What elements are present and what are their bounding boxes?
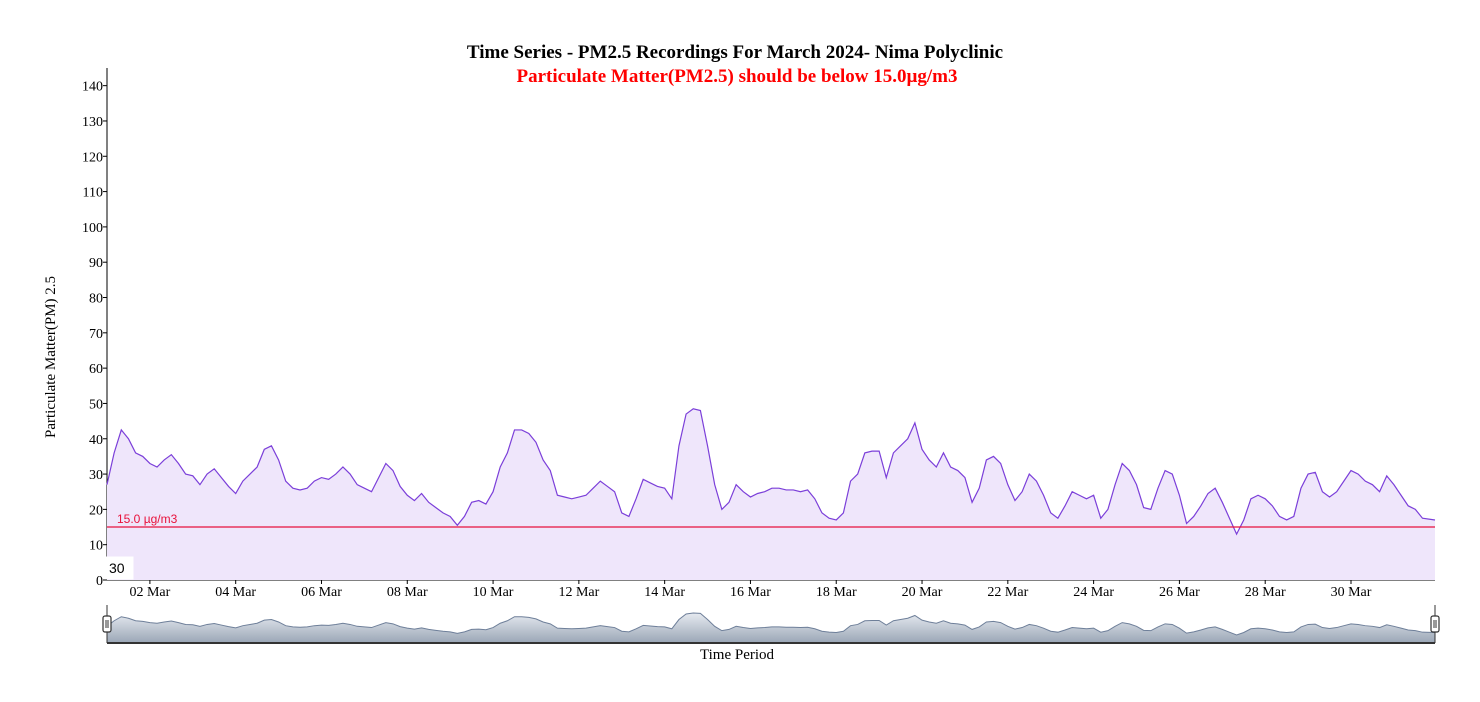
y-tick-label: 10: [89, 539, 103, 554]
y-tick-label: 140: [82, 80, 103, 95]
x-tick-label: 10 Mar: [473, 585, 514, 600]
x-tick-label: 08 Mar: [387, 585, 428, 600]
plot-area: 15.0 µg/m3 30: [106, 408, 1436, 580]
x-tick-label: 18 Mar: [816, 585, 857, 600]
x-tick-label: 28 Mar: [1245, 585, 1286, 600]
y-axis-label: Particulate Matter(PM) 2.5: [43, 276, 59, 438]
x-tick-label: 02 Mar: [129, 585, 170, 600]
y-tick-label: 100: [82, 221, 103, 236]
navigator-area: [107, 613, 1435, 643]
x-tick-label: 22 Mar: [987, 585, 1028, 600]
x-tick-label: 24 Mar: [1073, 585, 1114, 600]
series-area: [107, 408, 1435, 580]
series-line: [106, 408, 1436, 536]
navigator-left-handle[interactable]: [102, 615, 112, 633]
y-axis: 0 10 20 30 40 50 60 70 80 90 100 110 120 130 140: [82, 68, 108, 589]
navigator-line: [106, 612, 1436, 636]
y-tick-label: 0: [96, 574, 103, 589]
x-tick-label: 12 Mar: [558, 585, 599, 600]
chart-title: Time Series - PM2.5 Recordings For March…: [467, 42, 1003, 63]
corner-label-box: [106, 556, 134, 580]
y-tick-label: 20: [89, 503, 103, 518]
y-tick-label: 120: [82, 150, 103, 165]
x-tick-label: 16 Mar: [730, 585, 771, 600]
y-tick-label: 30: [89, 468, 103, 483]
y-tick-label: 50: [89, 397, 103, 412]
x-axis-label: Time Period: [700, 647, 775, 663]
x-tick-label: 20 Mar: [902, 585, 943, 600]
x-tick-label: 06 Mar: [301, 585, 342, 600]
x-tick-label: 30 Mar: [1331, 585, 1372, 600]
y-tick-label: 70: [89, 327, 103, 342]
y-tick-label: 90: [89, 256, 103, 271]
y-tick-label: 60: [89, 362, 103, 377]
y-tick-label: 40: [89, 433, 103, 448]
range-navigator[interactable]: [102, 605, 1440, 644]
chart-subtitle: Particulate Matter(PM2.5) should be belo…: [516, 66, 957, 87]
y-tick-label: 110: [83, 186, 103, 201]
x-tick-label: 04 Mar: [215, 585, 256, 600]
x-axis: 02 Mar 04 Mar 06 Mar 08 Mar 10 Mar 12 Mar 14 M…: [107, 579, 1435, 600]
navigator-right-handle[interactable]: [1430, 615, 1440, 633]
corner-label: 30: [109, 560, 125, 576]
x-tick-label: 14 Mar: [644, 585, 685, 600]
threshold-label: 15.0 µg/m3: [117, 512, 178, 526]
y-tick-label: 130: [82, 115, 103, 130]
y-tick-label: 80: [89, 292, 103, 307]
x-tick-label: 26 Mar: [1159, 585, 1200, 600]
